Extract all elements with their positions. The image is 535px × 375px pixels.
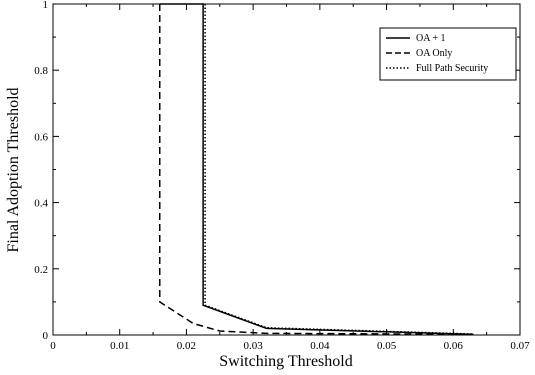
y-axis-title: Final Adoption Threshold bbox=[5, 87, 22, 252]
x-tick-label: 0 bbox=[50, 340, 56, 352]
y-tick-label: 0.4 bbox=[34, 198, 48, 210]
x-tick-label: 0.06 bbox=[444, 340, 464, 352]
x-tick-label: 0.05 bbox=[377, 340, 397, 352]
x-axis-title: Switching Threshold bbox=[219, 353, 352, 370]
series-line-oa-1 bbox=[159, 3, 474, 336]
y-tick-label: 0.6 bbox=[34, 131, 48, 143]
legend-box bbox=[379, 27, 517, 81]
x-tick-label: 0.02 bbox=[177, 340, 196, 352]
legend-label-oa-plus-1: OA + 1 bbox=[416, 33, 446, 44]
series-line-full-path-security bbox=[204, 4, 474, 335]
legend: OA + 1 OA Only Full Path Security bbox=[379, 27, 517, 81]
x-tick-labels: 0 0.01 0.02 0.03 0.04 0.05 0.06 0.07 bbox=[50, 340, 530, 352]
y-tick-label: 0.2 bbox=[34, 264, 48, 276]
x-tick-label: 0.04 bbox=[310, 340, 330, 352]
series-layer bbox=[158, 3, 474, 336]
series-line-oa-only bbox=[158, 4, 474, 336]
y-tick-label: 0.8 bbox=[34, 65, 48, 77]
legend-label-oa-only: OA Only bbox=[416, 48, 452, 59]
y-tick-label: 1 bbox=[43, 0, 49, 11]
x-tick-label: 0.01 bbox=[110, 340, 129, 352]
x-tick-label: 0.07 bbox=[510, 340, 530, 352]
legend-label-full-path-security: Full Path Security bbox=[416, 63, 488, 74]
y-tick-labels: 0 0.2 0.4 0.6 0.8 1 bbox=[34, 0, 48, 342]
x-tick-label: 0.03 bbox=[244, 340, 264, 352]
y-tick-label: 0 bbox=[43, 330, 49, 342]
